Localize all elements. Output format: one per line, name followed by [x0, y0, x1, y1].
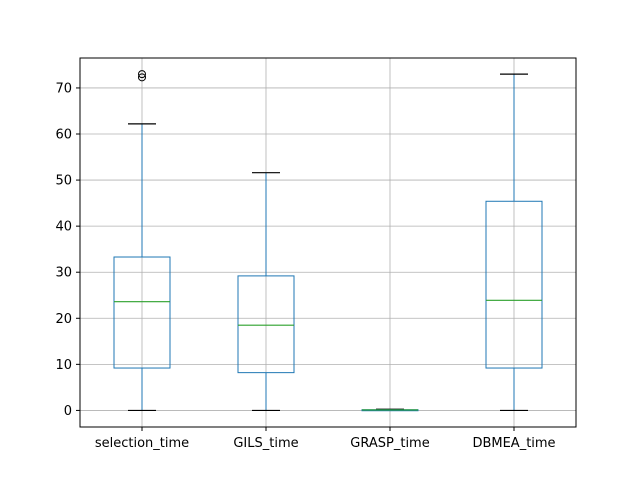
y-tick-label-10: 10	[55, 358, 72, 373]
x-axis-ticks: selection_time GILS_time GRASP_time DBMEA_t…	[95, 427, 556, 451]
y-tick-label-60: 60	[55, 128, 72, 143]
axes	[79, 57, 577, 428]
x-tick-label-GILS_time: GILS_time	[233, 436, 298, 451]
outlier-selection_time-0	[138, 73, 146, 82]
box-DBMEA_time	[485, 73, 543, 412]
x-tick-label-DBMEA_time: DBMEA_time	[472, 436, 555, 451]
box-plot-series	[113, 70, 543, 412]
box-body-GILS_time	[237, 275, 295, 374]
box-GILS_time	[237, 172, 295, 412]
x-tick-label-GRASP_time: GRASP_time	[350, 436, 429, 451]
box-body-selection_time	[113, 256, 171, 369]
grid-lines	[80, 58, 576, 427]
y-tick-label-20: 20	[55, 312, 72, 327]
y-tick-label-0: 0	[64, 404, 72, 419]
y-tick-label-50: 50	[55, 174, 72, 189]
y-axis-ticks: 0 10 20 30 40 50 60 70	[55, 81, 80, 419]
box-GRASP_time	[361, 408, 419, 412]
y-tick-label-70: 70	[55, 81, 72, 96]
outlier-selection_time-1	[138, 70, 146, 79]
box-body-DBMEA_time	[485, 200, 543, 369]
box-selection_time	[113, 70, 171, 412]
y-tick-label-30: 30	[55, 266, 72, 281]
x-tick-label-selection_time: selection_time	[95, 436, 189, 451]
y-tick-label-40: 40	[55, 220, 72, 235]
plot-frame	[79, 57, 577, 428]
